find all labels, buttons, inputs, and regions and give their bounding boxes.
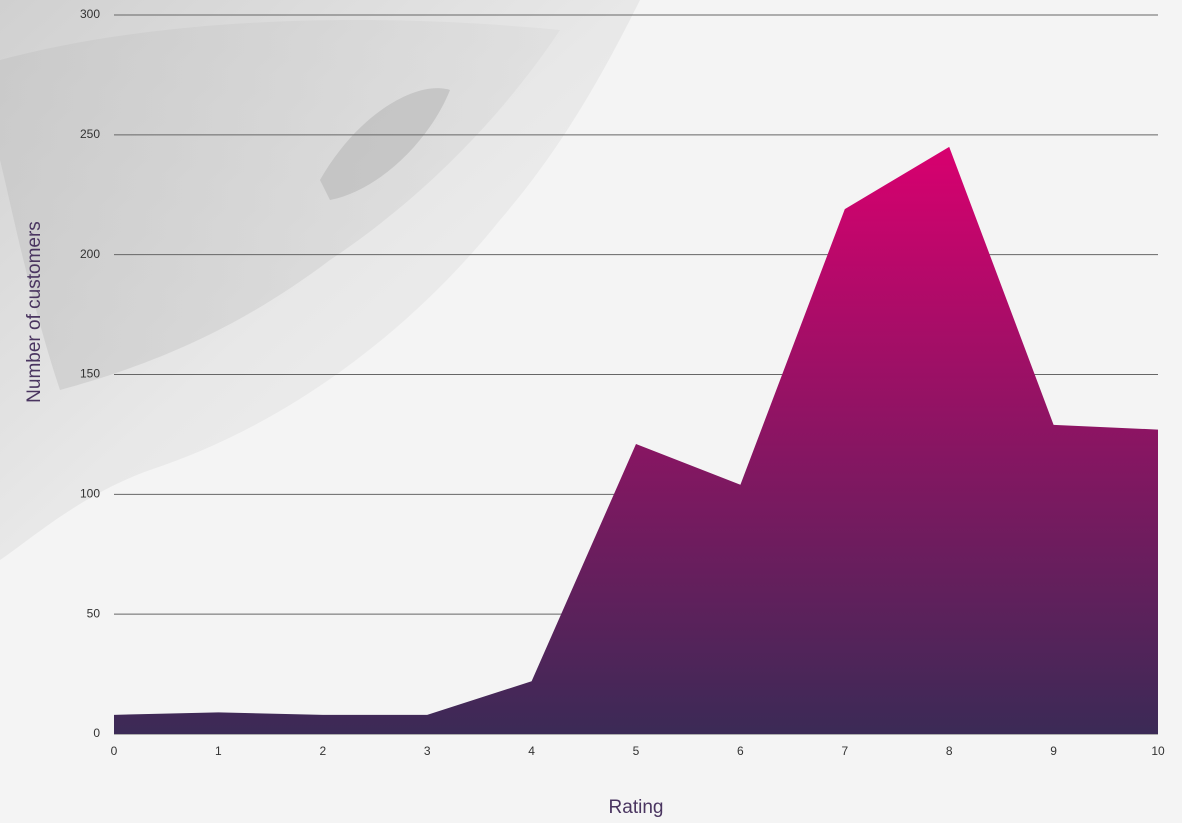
area xyxy=(114,146,1158,735)
y-axis-title: Number of customers xyxy=(24,221,45,403)
x-tick-label: 3 xyxy=(424,744,431,758)
x-axis-title: Rating xyxy=(609,797,664,818)
x-tick-label: 8 xyxy=(946,744,953,758)
x-tick-label: 6 xyxy=(737,744,744,758)
y-tick-label: 250 xyxy=(80,127,100,141)
y-tick-label: 300 xyxy=(80,7,100,21)
background-shape xyxy=(320,88,450,200)
plot xyxy=(114,146,1158,735)
x-tick-label: 5 xyxy=(633,744,640,758)
x-tick-label: 1 xyxy=(215,744,222,758)
y-tick-label: 200 xyxy=(80,247,100,261)
y-tick-label: 150 xyxy=(80,367,100,381)
y-tick-label: 50 xyxy=(87,606,101,620)
x-tick-label: 2 xyxy=(319,744,326,758)
x-tick-label: 9 xyxy=(1050,744,1057,758)
y-tick-label: 100 xyxy=(80,487,100,501)
y-tick-label: 0 xyxy=(93,726,100,740)
x-tick-label: 4 xyxy=(528,744,535,758)
x-tick-label: 10 xyxy=(1151,744,1165,758)
x-tick-label: 0 xyxy=(111,744,118,758)
x-tick-label: 7 xyxy=(841,744,848,758)
